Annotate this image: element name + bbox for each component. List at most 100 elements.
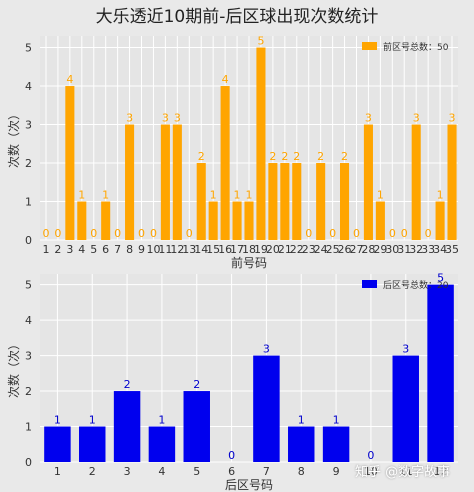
bar-value-label: 3 [126,112,133,125]
bar [77,201,87,240]
y-tick-label: 2 [25,385,32,398]
bar-value-label: 0 [54,227,61,240]
bar [183,391,210,462]
x-tick-label: 4 [78,243,85,256]
x-tick-label: 23 [302,243,316,256]
y-tick-label: 1 [25,421,32,434]
bar-value-label: 2 [124,378,131,391]
bar-value-label: 2 [193,378,200,391]
bar [253,355,280,462]
x-tick-label: 19 [254,243,268,256]
bar [280,163,290,240]
y-axis-label: 次数（次） [6,108,21,168]
bar [447,124,457,240]
bar-value-label: 1 [234,189,241,202]
bar [244,201,254,240]
bar-value-label: 1 [158,414,165,427]
x-tick-label: 30 [385,243,399,256]
bar-value-label: 1 [246,189,253,202]
legend-label: 后区号总数：20 [383,279,449,291]
bar-value-label: 2 [281,150,288,163]
x-tick-label: 22 [290,243,304,256]
x-tick-label: 34 [433,243,447,256]
plot-area [40,274,458,462]
legend-swatch [362,280,377,288]
bar [363,124,373,240]
x-tick-label: 9 [333,465,340,478]
x-tick-label: 24 [314,243,328,256]
bar-value-label: 3 [174,112,181,125]
x-tick-label: 5 [90,243,97,256]
x-tick-label: 26 [338,243,352,256]
bar-value-label: 3 [449,112,456,125]
x-tick-label: 15 [206,243,220,256]
bar-value-label: 3 [162,112,169,125]
x-tick-label: 1 [54,465,61,478]
watermark-text: 知乎 @数字故事 [355,465,451,480]
y-tick-label: 3 [25,350,32,363]
bar-value-label: 0 [367,449,374,462]
x-tick-label: 6 [228,465,235,478]
x-tick-label: 3 [66,243,73,256]
bar-value-label: 1 [89,414,96,427]
y-tick-label: 2 [25,157,32,170]
x-axis-label: 后区号码 [225,478,273,492]
bar-value-label: 2 [341,150,348,163]
bar [125,124,135,240]
x-tick-label: 29 [373,243,387,256]
x-tick-label: 10 [146,243,160,256]
y-tick-label: 5 [25,279,32,292]
x-tick-label: 12 [170,243,184,256]
bar [411,124,421,240]
x-tick-label: 25 [326,243,340,256]
bar-value-label: 0 [42,227,49,240]
x-tick-label: 9 [138,243,145,256]
y-tick-label: 3 [25,119,32,132]
bar [435,201,445,240]
bar-value-label: 0 [353,227,360,240]
bar [113,391,141,462]
back-zone-chart: 012345111223142506371819010311512后区号码次数（… [6,272,458,492]
bar [196,163,206,240]
bar [316,163,326,240]
bar [148,426,176,462]
bar [101,201,111,240]
bar [288,426,315,462]
bar-value-label: 3 [365,112,372,125]
bar-value-label: 0 [186,227,193,240]
x-tick-label: 5 [193,465,200,478]
x-tick-label: 35 [445,243,459,256]
bar-value-label: 0 [90,227,97,240]
bar-value-label: 5 [437,272,444,285]
x-tick-label: 17 [230,243,244,256]
bar-value-label: 0 [425,227,432,240]
bar [65,86,75,240]
bar-value-label: 2 [293,150,300,163]
x-tick-label: 33 [421,243,435,256]
x-tick-label: 8 [298,465,305,478]
x-tick-label: 14 [194,243,208,256]
x-tick-label: 16 [218,243,232,256]
bar [220,86,230,240]
x-tick-label: 8 [126,243,133,256]
bar-value-label: 1 [333,414,340,427]
bar [292,163,302,240]
x-tick-label: 20 [266,243,280,256]
bar [427,284,454,462]
x-tick-label: 32 [409,243,423,256]
x-tick-label: 2 [89,465,96,478]
x-tick-label: 11 [158,243,172,256]
y-tick-label: 1 [25,196,32,209]
x-tick-label: 27 [349,243,363,256]
bar-value-label: 2 [198,150,205,163]
bar-value-label: 0 [138,227,145,240]
bar-value-label: 4 [66,73,73,86]
y-tick-label: 4 [25,314,32,327]
bar-value-label: 0 [150,227,157,240]
bar [232,201,242,240]
x-tick-label: 1 [42,243,49,256]
x-tick-label: 6 [102,243,109,256]
bar [375,201,385,240]
bar [256,47,266,241]
bar-value-label: 1 [437,189,444,202]
